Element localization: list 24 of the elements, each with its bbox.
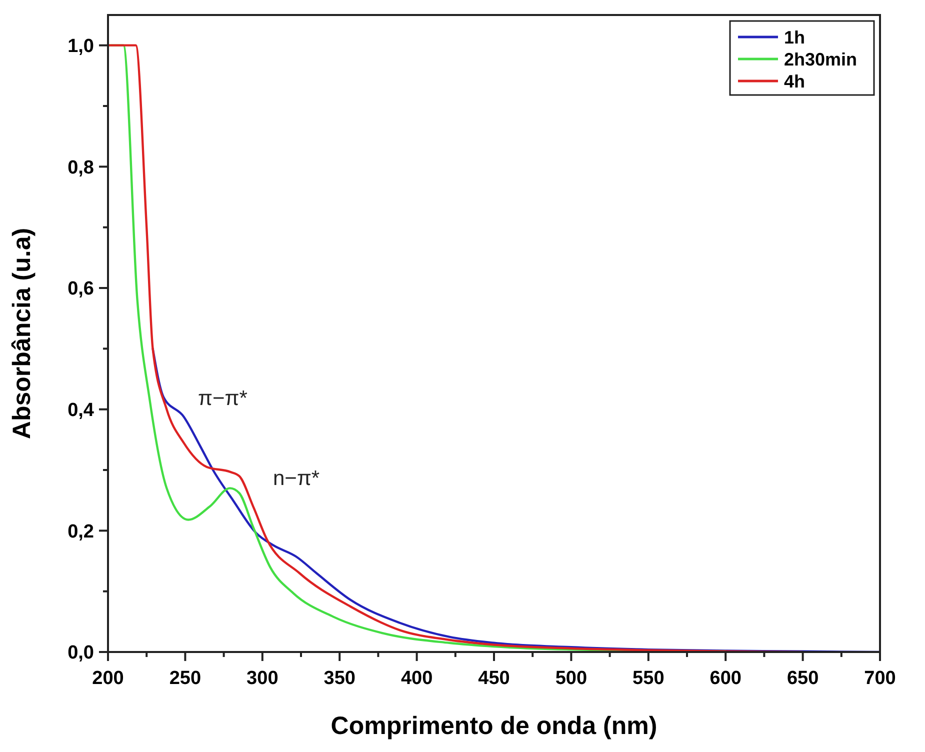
legend-label: 2h30min	[784, 49, 858, 70]
x-tick-label: 200	[92, 668, 124, 689]
x-tick-label: 550	[632, 668, 664, 689]
y-axis-title: Absorbância (u.a)	[8, 228, 36, 440]
y-tick-label: 0,4	[68, 400, 94, 421]
x-tick-label: 350	[324, 668, 356, 689]
y-tick-label: 0,2	[68, 521, 94, 542]
y-tick-label: 0,0	[68, 642, 94, 664]
x-tick-label: 450	[478, 668, 510, 689]
legend-label: 4h	[784, 71, 806, 92]
annotation: n−π*	[273, 467, 320, 490]
x-tick-label: 700	[864, 668, 896, 689]
x-tick-label: 250	[169, 668, 202, 689]
x-tick-label: 400	[400, 668, 433, 689]
y-tick-label: 0,8	[68, 157, 94, 178]
x-tick-label: 300	[246, 668, 278, 689]
y-tick-label: 1,0	[68, 36, 94, 57]
x-tick-label: 600	[710, 668, 742, 689]
x-axis-title: Comprimento de onda (nm)	[330, 712, 658, 740]
x-tick-label: 500	[555, 668, 588, 689]
annotation: π−π*	[198, 387, 248, 410]
legend-label: 1h	[784, 27, 806, 48]
y-tick-label: 0,6	[68, 278, 94, 300]
x-tick-label: 650	[786, 668, 819, 689]
